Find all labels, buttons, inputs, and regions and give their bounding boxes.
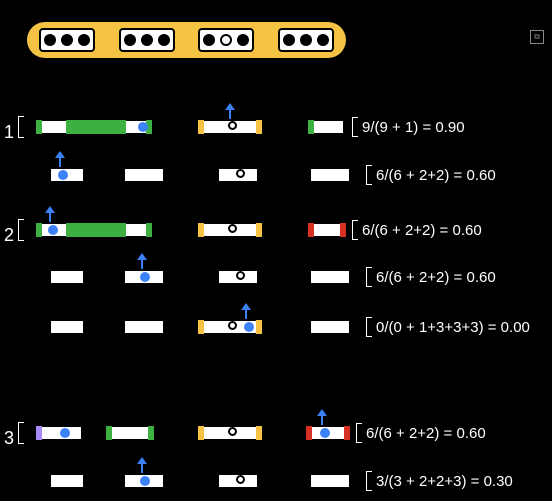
arrow-up-icon xyxy=(241,303,251,319)
blue-dot-icon xyxy=(48,225,58,235)
segment xyxy=(310,270,350,284)
open-circle-icon xyxy=(236,271,245,280)
segment xyxy=(124,168,164,182)
formula-text: 6/(6 + 2+2) = 0.60 xyxy=(376,269,496,286)
header-dot xyxy=(300,34,312,46)
open-circle-icon xyxy=(228,427,237,436)
open-circle-icon xyxy=(236,169,245,178)
header-dot xyxy=(78,34,90,46)
connector-line xyxy=(90,1,114,21)
formula-bracket xyxy=(366,165,372,185)
header-box-3 xyxy=(278,28,334,52)
segment xyxy=(50,474,84,488)
segment xyxy=(50,270,84,284)
segment-fill xyxy=(66,120,126,134)
cap-green xyxy=(308,120,314,134)
segment xyxy=(310,474,350,488)
open-circle-icon xyxy=(228,321,237,330)
connector-line xyxy=(330,1,354,21)
corner-badge: ⧉ xyxy=(530,30,544,44)
formula-bracket xyxy=(352,117,358,137)
arrow-up-icon xyxy=(225,103,235,119)
arrow-up-icon xyxy=(317,409,327,425)
connector-line xyxy=(170,1,194,21)
formula-bracket xyxy=(356,423,362,443)
formula-text: 6/(6 + 2+2) = 0.60 xyxy=(376,167,496,184)
cap-yellow xyxy=(198,320,204,334)
cap-yellow xyxy=(256,320,262,334)
segment xyxy=(310,320,350,334)
formula-bracket xyxy=(366,267,372,287)
header-box-2 xyxy=(198,28,254,52)
header-dot xyxy=(61,34,73,46)
cap-yellow xyxy=(198,223,204,237)
cap-yellow xyxy=(198,426,204,440)
connector-line xyxy=(250,1,274,21)
cap-red xyxy=(308,223,314,237)
formula-bracket xyxy=(366,317,372,337)
header-dot xyxy=(141,34,153,46)
header-dot xyxy=(317,34,329,46)
segment-fill xyxy=(66,223,126,237)
cap-green xyxy=(106,426,112,440)
open-circle-icon xyxy=(228,121,237,130)
cap-yellow xyxy=(256,120,262,134)
open-circle-icon xyxy=(228,224,237,233)
header-box-1 xyxy=(119,28,175,52)
blue-dot-icon xyxy=(140,476,150,486)
cap-yellow xyxy=(256,223,262,237)
header-dot xyxy=(237,34,249,46)
header-dot xyxy=(220,34,232,46)
group-bracket xyxy=(18,116,24,138)
formula-text: 0/(0 + 1+3+3+3) = 0.00 xyxy=(376,319,530,336)
header-bar xyxy=(27,22,346,58)
cap-green xyxy=(148,426,154,440)
formula-text: 6/(6 + 2+2) = 0.60 xyxy=(366,425,486,442)
segment xyxy=(124,320,164,334)
cap-red xyxy=(306,426,312,440)
cap-yellow xyxy=(256,426,262,440)
group-label: 1 xyxy=(4,122,14,143)
cap-yellow xyxy=(198,120,204,134)
segment xyxy=(108,426,152,440)
header-dot xyxy=(158,34,170,46)
formula-bracket xyxy=(352,220,358,240)
blue-dot-icon xyxy=(60,428,70,438)
open-circle-icon xyxy=(236,475,245,484)
header-dot xyxy=(44,34,56,46)
formula-text: 6/(6 + 2+2) = 0.60 xyxy=(362,222,482,239)
arrow-up-icon xyxy=(137,457,147,473)
cap-green xyxy=(36,223,42,237)
group-label: 3 xyxy=(4,428,14,449)
cap-green xyxy=(36,120,42,134)
header-dot xyxy=(203,34,215,46)
group-bracket xyxy=(18,219,24,241)
group-bracket xyxy=(18,422,24,444)
blue-dot-icon xyxy=(244,322,254,332)
blue-dot-icon xyxy=(140,272,150,282)
cap-purple xyxy=(36,426,42,440)
arrow-up-icon xyxy=(55,151,65,167)
segment xyxy=(310,120,344,134)
blue-dot-icon xyxy=(58,170,68,180)
arrow-up-icon xyxy=(137,253,147,269)
header-box-0 xyxy=(39,28,95,52)
segment xyxy=(310,168,350,182)
header-dot xyxy=(283,34,295,46)
cap-red xyxy=(340,223,346,237)
segment xyxy=(50,320,84,334)
arrow-up-icon xyxy=(45,206,55,222)
formula-text: 3/(3 + 2+2+3) = 0.30 xyxy=(376,473,513,490)
segment xyxy=(310,223,344,237)
formula-bracket xyxy=(366,471,372,491)
group-label: 2 xyxy=(4,225,14,246)
cap-green xyxy=(146,223,152,237)
header-dot xyxy=(124,34,136,46)
cap-red xyxy=(344,426,350,440)
blue-dot-icon xyxy=(138,122,148,132)
formula-text: 9/(9 + 1) = 0.90 xyxy=(362,119,465,136)
blue-dot-icon xyxy=(320,428,330,438)
